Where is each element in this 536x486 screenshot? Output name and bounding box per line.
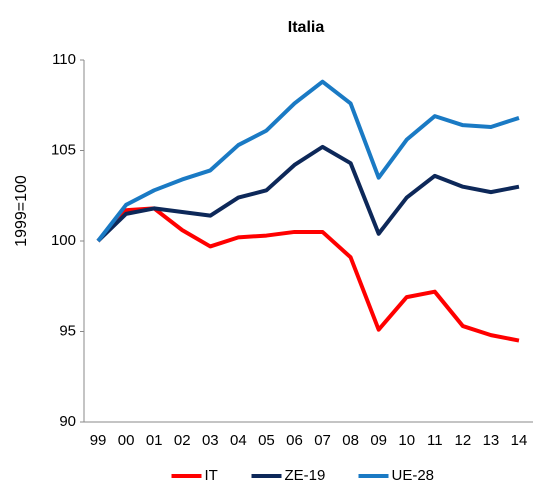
x-tick-label: 10 [398, 432, 415, 449]
x-tick-label: 14 [511, 432, 528, 449]
y-tick-label: 105 [51, 141, 76, 158]
x-tick-label: 05 [258, 432, 275, 449]
series-line [96, 144, 520, 243]
y-axis-label: 1999=100 [13, 175, 30, 247]
x-tick-label: 04 [230, 432, 247, 449]
x-tick-label: 99 [90, 432, 107, 449]
y-tick-label: 95 [59, 322, 76, 339]
y-tick-label: 100 [51, 232, 76, 249]
x-tick-label: 03 [202, 432, 219, 449]
x-tick-label: 08 [342, 432, 359, 449]
legend-label: UE-28 [392, 467, 435, 484]
y-tick-label: 90 [59, 413, 76, 430]
x-tick-label: 12 [455, 432, 472, 449]
x-tick-label: 07 [314, 432, 331, 449]
x-tick-label: 11 [427, 432, 443, 449]
y-tick-label: 110 [52, 51, 76, 68]
series-line [96, 79, 520, 243]
legend-label: IT [205, 467, 218, 484]
chart-title: Italia [288, 19, 325, 36]
x-tick-label: 00 [118, 432, 135, 449]
x-tick-label: 06 [286, 432, 303, 449]
legend-label: ZE-19 [285, 467, 326, 484]
x-tick-label: 01 [146, 432, 163, 449]
x-tick-label: 13 [483, 432, 500, 449]
x-tick-label: 09 [370, 432, 387, 449]
x-tick-label: 02 [174, 432, 191, 449]
series-line [96, 206, 520, 343]
